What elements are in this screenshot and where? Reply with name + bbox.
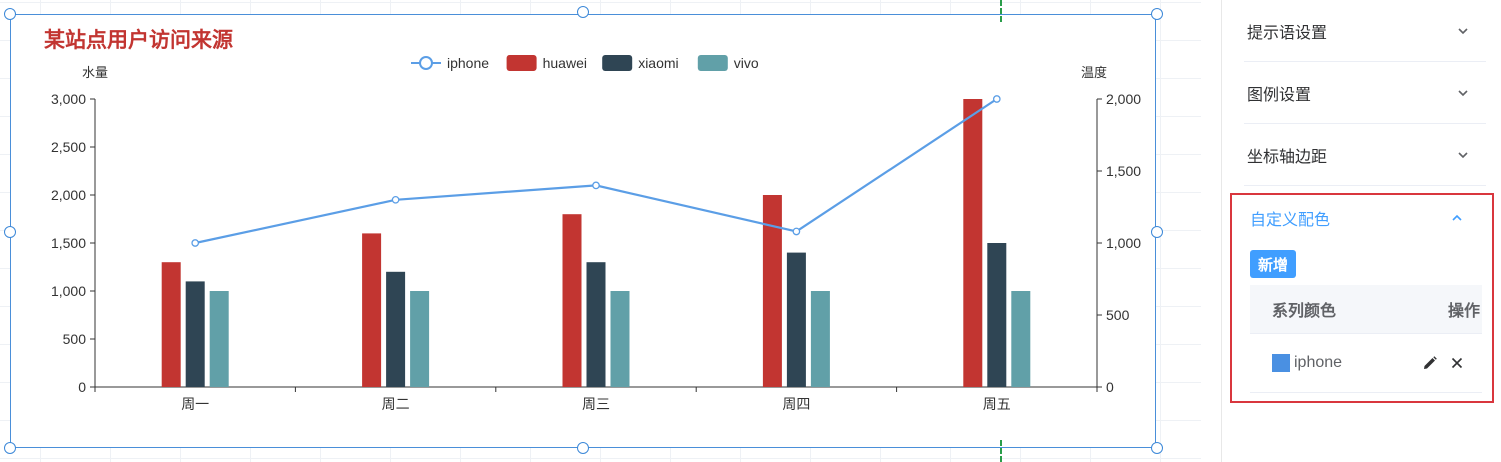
bar-huawei: [362, 233, 382, 387]
settings-panel: 提示语设置 图例设置 坐标轴边距 自定义配色 新增 系列颜色 操作 iphone: [1222, 0, 1501, 462]
resize-handle-bottom-right[interactable]: [1151, 442, 1163, 454]
legend-swatch: [697, 55, 728, 71]
resize-handle-top-left[interactable]: [4, 8, 16, 20]
resize-handle-bottom-left[interactable]: [4, 442, 16, 454]
bar-xiaomi: [586, 262, 606, 387]
y-axis-right-tick-label: 1,000: [1106, 235, 1141, 251]
close-icon: [1451, 357, 1463, 369]
section-axis-margin[interactable]: 坐标轴边距: [1244, 124, 1486, 186]
color-table: 系列颜色 操作 iphone: [1250, 285, 1482, 393]
alignment-guide-top: [1000, 0, 1002, 22]
point-iphone: [391, 195, 400, 204]
chart: 某站点用户访问来源 iphone huawei xiaomi vivo 水量 温度 0 500 1…: [44, 28, 1141, 412]
bar-vivo: [610, 291, 630, 387]
series-name: iphone: [1294, 354, 1343, 371]
legend-point-marker: [419, 56, 433, 70]
chart-title: 某站点用户访问来源: [44, 28, 233, 52]
resize-handle-top-right[interactable]: [1151, 8, 1163, 20]
y-axis-right-tick-label: 2,000: [1106, 91, 1141, 107]
x-axis-tick-label: 周五: [983, 396, 1011, 412]
x-axis-tick-label: 周四: [782, 396, 810, 412]
panel-divider: [1221, 0, 1222, 462]
add-color-button[interactable]: 新增: [1250, 250, 1297, 278]
section-tooltip-settings[interactable]: 提示语设置: [1244, 0, 1486, 62]
bar-huawei: [963, 99, 983, 387]
x-axis-tick-label: 周一: [181, 396, 209, 412]
point-iphone: [792, 227, 801, 236]
point-iphone: [592, 181, 600, 190]
legend-label: xiaomi: [638, 55, 678, 71]
resize-handle-middle-left[interactable]: [4, 226, 16, 238]
bar-huawei: [762, 195, 782, 387]
resize-handle-middle-right[interactable]: [1151, 226, 1163, 238]
y-axis-left-tick-label: 0: [78, 379, 86, 395]
x-axis-tick-label: 周二: [382, 396, 410, 412]
section-custom-colors-header[interactable]: 自定义配色: [1232, 195, 1492, 241]
bar-xiaomi: [185, 281, 205, 387]
bar-huawei: [562, 214, 582, 387]
bar-vivo: [810, 291, 830, 387]
chevron-down-icon: [1458, 27, 1468, 34]
column-header-series-color: 系列颜色: [1272, 303, 1337, 320]
section-label: 坐标轴边距: [1247, 148, 1328, 166]
section-label: 图例设置: [1247, 86, 1312, 104]
table-row: iphone: [1250, 334, 1482, 393]
y-axis-right-name: 温度: [1081, 65, 1107, 80]
chart-widget[interactable]: 某站点用户访问来源 iphone huawei xiaomi vivo 水量 温度 0 500 1…: [10, 14, 1156, 448]
y-axis-left-tick-label: 2,500: [51, 139, 86, 155]
resize-handle-bottom-center[interactable]: [577, 442, 589, 454]
bar-vivo: [1011, 291, 1031, 387]
point-iphone: [992, 95, 1001, 103]
bar-huawei: [161, 262, 181, 387]
bar-vivo: [209, 291, 229, 387]
y-axis-right-tick-label: 1,500: [1106, 163, 1141, 179]
bar-xiaomi: [987, 243, 1007, 387]
y-axis-right-tick-label: 0: [1106, 379, 1114, 395]
point-iphone: [191, 239, 200, 247]
y-axis-left-tick-label: 3,000: [51, 91, 86, 107]
line-iphone: [194, 98, 998, 245]
legend-swatch: [506, 55, 537, 71]
chevron-down-icon: [1458, 89, 1468, 96]
chevron-up-icon: [1452, 214, 1462, 221]
section-label: 自定义配色: [1250, 212, 1331, 229]
delete-button[interactable]: [1450, 356, 1464, 370]
table-header: 系列颜色 操作: [1250, 285, 1482, 334]
section-label: 提示语设置: [1247, 24, 1328, 42]
column-header-actions: 操作: [1447, 303, 1480, 320]
alignment-guide-bottom: [1000, 440, 1002, 462]
y-axis-left-tick-label: 2,000: [51, 187, 86, 203]
resize-handle-top-center[interactable]: [577, 6, 589, 18]
y-axis-left-name: 水量: [82, 65, 108, 80]
edit-button[interactable]: [1422, 355, 1438, 371]
legend-label: iphone: [447, 55, 489, 71]
chevron-down-icon: [1458, 151, 1468, 158]
y-axis-left-tick-label: 1,000: [51, 283, 86, 299]
color-swatch[interactable]: [1272, 354, 1290, 372]
legend-label: vivo: [734, 55, 759, 71]
y-axis-right-tick-label: 500: [1106, 307, 1130, 323]
x-axis-tick-label: 周三: [582, 396, 610, 412]
y-axis-left-tick-label: 1,500: [51, 235, 86, 251]
bar-xiaomi: [786, 252, 806, 387]
design-canvas[interactable]: 某站点用户访问来源 iphone huawei xiaomi vivo 水量 温度 0 500 1…: [0, 0, 1201, 462]
y-axis-left-tick-label: 500: [63, 331, 87, 347]
bar-vivo: [410, 291, 430, 387]
bar-xiaomi: [386, 271, 406, 387]
legend-label: huawei: [543, 55, 587, 71]
section-legend-settings[interactable]: 图例设置: [1244, 62, 1486, 124]
section-custom-colors: 自定义配色 新增 系列颜色 操作 iphone: [1230, 193, 1494, 403]
legend-swatch: [602, 55, 633, 71]
pencil-icon: [1424, 356, 1437, 369]
